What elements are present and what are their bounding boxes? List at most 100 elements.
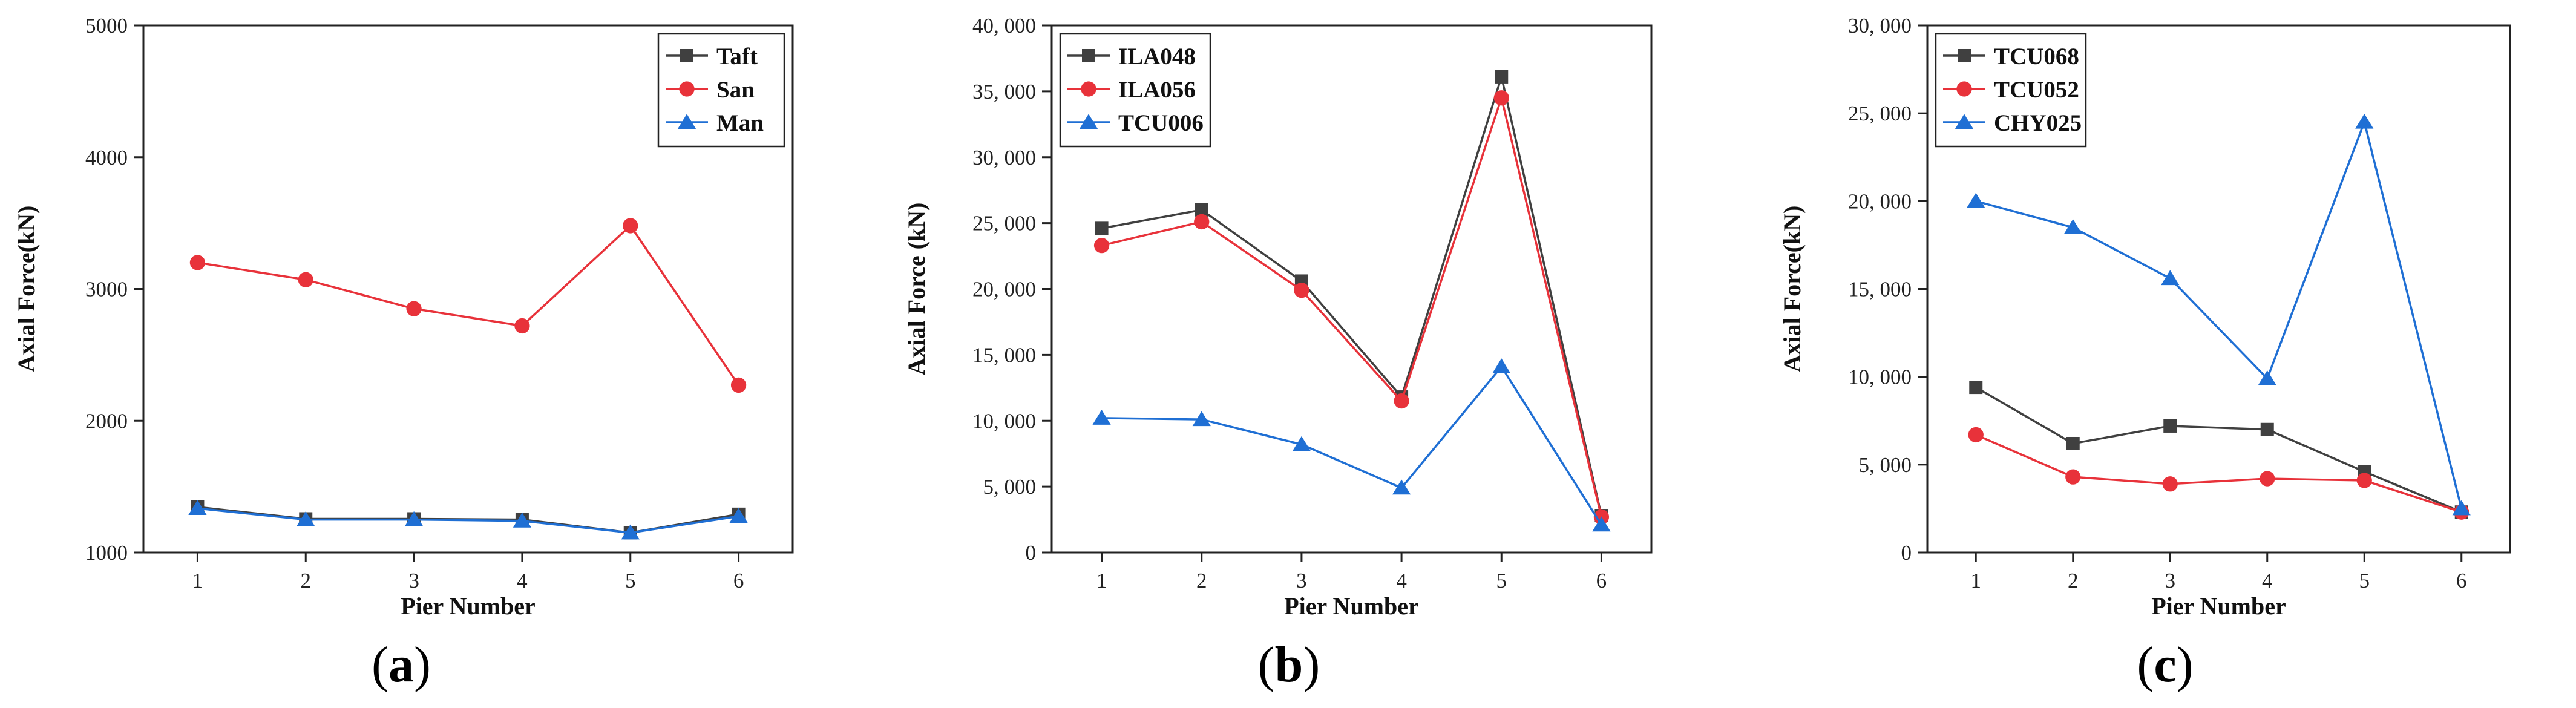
- y-tick-label-c-1: 5, 000: [1859, 453, 1912, 477]
- data-point-c-tcu068-2: [2066, 436, 2080, 450]
- series-line-b-tcu006: [1101, 364, 1602, 526]
- x-tick-label-b-5: 6: [1596, 569, 1607, 592]
- x-axis-title-a: Pier Number: [401, 592, 536, 620]
- x-tick-label-c-3: 4: [2262, 569, 2273, 592]
- data-point-a-man-1: [188, 500, 207, 516]
- x-tick-label-a-4: 5: [625, 569, 636, 592]
- legend-label-c-tcu052: TCU052: [1994, 77, 2079, 103]
- y-axis-title-c: Axial Force(kN): [1778, 206, 1806, 373]
- x-tick-label-b-1: 2: [1196, 569, 1207, 592]
- legend-label-a-man: Man: [716, 110, 764, 136]
- data-point-c-tcu068-4: [2260, 422, 2274, 436]
- data-point-b-ila048-5: [1495, 70, 1509, 84]
- data-point-b-ila056-3: [1294, 283, 1309, 298]
- x-tick-label-b-4: 5: [1496, 569, 1507, 592]
- y-tick-label-b-8: 40, 000: [972, 14, 1036, 38]
- x-tick-label-a-3: 4: [517, 569, 528, 592]
- legend-marker-b-ila056: [1081, 81, 1096, 97]
- data-point-a-san-5: [623, 218, 638, 234]
- data-point-c-tcu052-4: [2260, 471, 2275, 487]
- chart-panel-a: 1000 2000 3000 4000 5000 1 2 3 4 5 6 Pier Number Axi…: [13, 14, 794, 620]
- legend-label-b-tcu006: TCU006: [1118, 110, 1204, 136]
- series-line-c-tcu068: [1975, 386, 2462, 513]
- x-axis-title-b: Pier Number: [1284, 592, 1419, 620]
- x-axis-title-c: Pier Number: [2151, 592, 2286, 620]
- y-tick-label-a-0: 1000: [85, 541, 128, 565]
- y-tick-label-c-2: 10, 000: [1848, 365, 1912, 389]
- y-tick-label-a-1: 2000: [85, 409, 128, 433]
- data-point-a-san-1: [189, 255, 206, 270]
- panel-caption-a: (a): [372, 637, 431, 693]
- chart-panel-c: 0 5, 000 10, 000 15, 000 20, 000 25, 000 30, 0…: [1778, 14, 2511, 620]
- data-point-a-man-5: [621, 524, 640, 540]
- x-tick-label-a-2: 3: [408, 569, 419, 592]
- legend-label-a-taft: Taft: [716, 44, 758, 70]
- y-tick-label-c-6: 30, 000: [1848, 14, 1912, 38]
- y-tick-label-b-1: 5, 000: [983, 475, 1037, 499]
- data-point-b-tcu006-4: [1392, 479, 1411, 495]
- data-point-a-man-4: [513, 512, 532, 528]
- data-point-b-ila056-2: [1194, 214, 1210, 230]
- legend-marker-a-taft: [680, 49, 693, 62]
- data-point-b-tcu006-1: [1092, 410, 1111, 425]
- data-point-c-tcu068-3: [2163, 419, 2177, 433]
- data-point-c-chy025-4: [2258, 370, 2276, 385]
- x-tick-label-b-2: 3: [1296, 569, 1307, 592]
- y-tick-label-b-5: 25, 000: [972, 212, 1036, 235]
- series-line-a-man: [197, 507, 739, 534]
- series-line-c-tcu052: [1975, 433, 2462, 513]
- data-point-a-man-2: [297, 511, 315, 526]
- series-line-b-ila048: [1101, 73, 1603, 516]
- y-axis-title-a: Axial Force(kN): [13, 206, 40, 373]
- data-point-c-chy025-2: [2063, 219, 2082, 234]
- x-tick-label-c-1: 2: [2068, 569, 2079, 592]
- legend-label-b-ila056: ILA056: [1118, 77, 1196, 103]
- y-tick-label-b-4: 20, 000: [972, 278, 1036, 301]
- legend-label-c-tcu068: TCU068: [1994, 44, 2079, 70]
- x-tick-label-a-5: 6: [733, 569, 744, 592]
- legend-label-c-chy025: CHY025: [1994, 110, 2082, 136]
- data-point-c-chy025-5: [2355, 113, 2374, 129]
- data-point-b-ila056-1: [1093, 237, 1110, 254]
- data-point-a-man-6: [729, 508, 748, 523]
- y-tick-label-c-4: 20, 000: [1848, 189, 1912, 213]
- legend-marker-b-ila048: [1082, 49, 1095, 62]
- x-tick-label-b-3: 4: [1396, 569, 1407, 592]
- data-point-a-san-6: [730, 377, 747, 393]
- y-tick-label-b-0: 0: [1026, 541, 1037, 565]
- x-tick-label-c-4: 5: [2359, 569, 2370, 592]
- data-point-b-tcu006-3: [1292, 436, 1311, 451]
- legend-marker-b-tcu006: [1079, 114, 1098, 129]
- x-tick-label-c-0: 1: [1971, 569, 1982, 592]
- panel-caption-c: (c): [2137, 637, 2194, 693]
- data-point-b-tcu006-5: [1492, 358, 1511, 373]
- data-point-b-tcu006-6: [1592, 516, 1611, 532]
- series-line-b-ila056: [1101, 94, 1603, 517]
- panel-caption-b: (b): [1257, 637, 1320, 693]
- legend-label-b-ila048: ILA048: [1118, 44, 1196, 70]
- x-tick-label-a-1: 2: [301, 569, 312, 592]
- y-tick-label-b-3: 15, 000: [972, 343, 1036, 367]
- data-point-b-ila048-1: [1095, 221, 1109, 235]
- y-tick-label-c-3: 15, 000: [1848, 278, 1912, 301]
- chart-panel-b: 0 5, 000 10, 000 15, 000 20, 000 25, 000 30, 0…: [903, 14, 1653, 620]
- series-line-c-chy025: [1975, 118, 2463, 509]
- data-point-c-tcu052-2: [2065, 469, 2081, 485]
- legend-marker-c-tcu052: [1956, 81, 1972, 97]
- data-point-b-tcu006-2: [1192, 411, 1211, 427]
- y-tick-label-b-7: 35, 000: [972, 80, 1036, 103]
- data-point-a-san-3: [406, 301, 422, 316]
- y-tick-label-b-2: 10, 000: [972, 409, 1036, 433]
- y-tick-label-a-3: 4000: [85, 146, 128, 169]
- data-point-c-chy025-3: [2161, 270, 2180, 286]
- data-point-c-chy025-1: [1967, 192, 1985, 208]
- data-point-a-san-2: [298, 272, 313, 287]
- data-point-c-tcu052-5: [2356, 473, 2372, 488]
- y-tick-label-a-2: 3000: [85, 278, 128, 301]
- y-tick-label-a-4: 5000: [85, 14, 128, 38]
- legend-marker-c-chy025: [1955, 114, 1974, 129]
- data-point-b-ila056-4: [1394, 393, 1409, 409]
- legend-marker-a-man: [677, 114, 696, 129]
- x-tick-label-a-0: 1: [192, 569, 203, 592]
